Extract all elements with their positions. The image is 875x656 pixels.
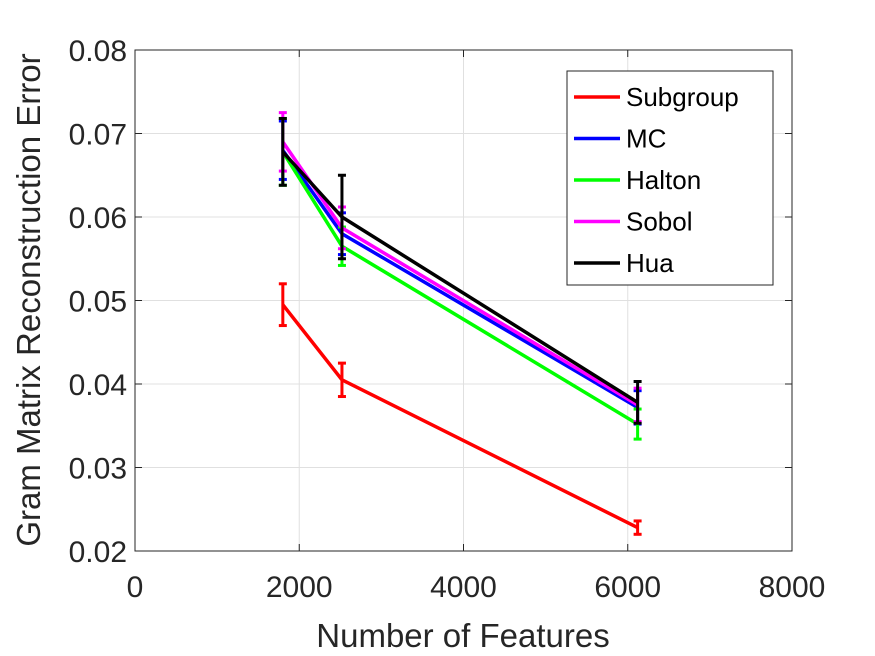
y-tick-label: 0.04 [69,369,127,402]
axis-ticks: 0 2000 4000 6000 8000 0.02 0.03 0.04 0.05 0.06 0.0… [69,35,826,604]
x-tick-label: 4000 [430,571,497,604]
legend-label: Sobol [626,207,693,237]
x-tick-label: 0 [127,571,144,604]
series-hua [278,116,642,425]
legend-item-halton: Halton [574,165,701,195]
y-tick-label: 0.07 [69,119,127,152]
series-subgroup [278,282,642,536]
legend-box [566,70,774,286]
legend-label: Halton [626,165,701,195]
legend-label: Hua [626,248,674,278]
legend-item-mc: MC [574,124,666,154]
error-bar [278,116,287,187]
error-bar [633,379,642,425]
y-tick-label: 0.05 [69,286,127,319]
y-axis-title: Gram Matrix Reconstruction Error [10,53,47,546]
y-tick-label: 0.02 [69,536,127,569]
error-bar [278,282,287,328]
x-tick-label: 8000 [759,571,826,604]
error-bar [633,519,642,536]
x-tick-label: 2000 [266,571,333,604]
legend-item-subgroup: Subgroup [574,82,739,112]
error-bar [337,361,346,399]
x-tick-label: 6000 [594,571,661,604]
legend-label: Subgroup [626,82,739,112]
y-tick-label: 0.06 [69,202,127,235]
legend-label: MC [626,124,666,154]
legend: Subgroup MC Halton Sobol Hua [566,70,774,286]
error-bar [337,173,346,261]
series-group [278,111,642,536]
series-line [281,303,639,530]
y-tick-label: 0.03 [69,453,127,486]
x-axis-title: Number of Features [316,617,609,654]
y-tick-label: 0.08 [69,35,127,68]
legend-item-hua: Hua [574,248,674,278]
legend-item-sobol: Sobol [574,207,693,237]
